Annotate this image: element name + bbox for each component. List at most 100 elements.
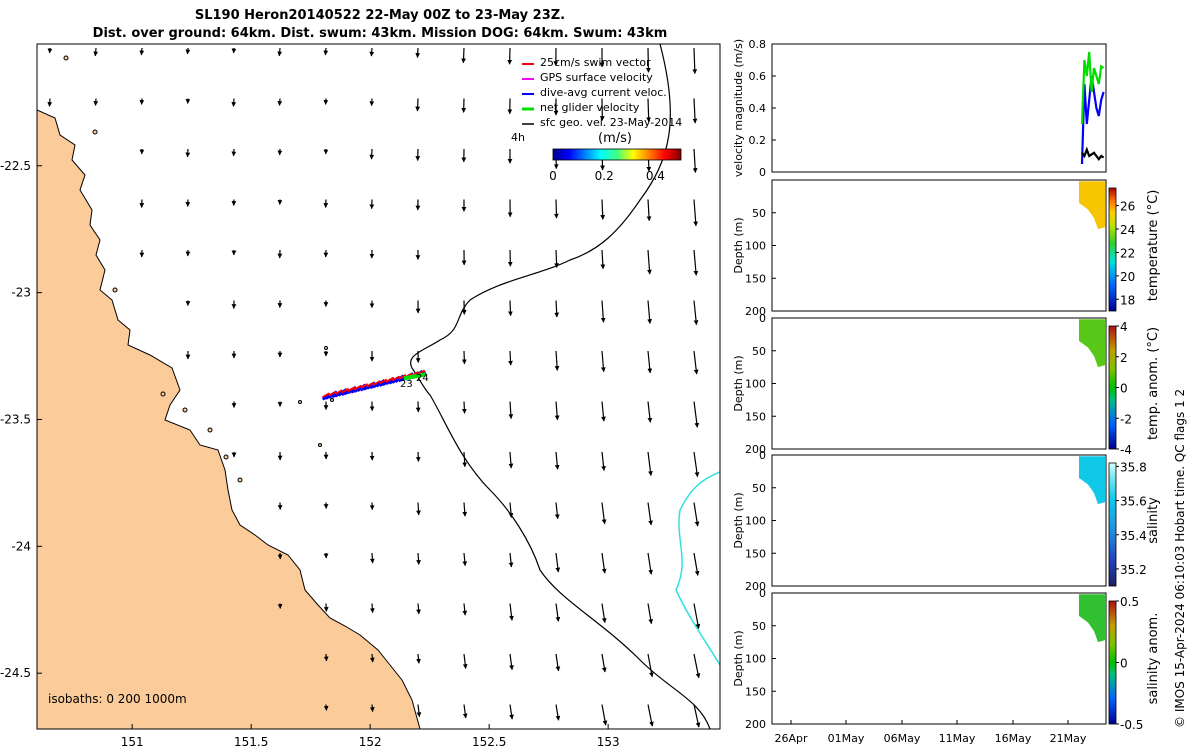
colorbar-label: temperature (°C) — [1146, 190, 1161, 302]
track-label-23: 23 — [400, 379, 413, 390]
map-ytick-label: -23 — [11, 286, 31, 300]
sfc-velocity-arrow — [509, 704, 514, 720]
depth-tick-label: 50 — [752, 207, 766, 220]
profile-panel-4: 0 50 100 150 200 Depth (m) -0.5 0 0.5 salinity an… — [732, 587, 1161, 745]
date-tick-label: 26Apr — [774, 732, 808, 745]
sfc-velocity-arrow — [277, 98, 283, 106]
swim-vector — [347, 386, 356, 392]
isobath-1000m — [675, 471, 720, 666]
sfc-velocity-arrow — [416, 704, 422, 718]
sfc-velocity-arrow — [508, 300, 513, 317]
swim-vector — [322, 392, 331, 399]
velocity-ticks: 0 0.2 0.4 0.6 0.8 — [749, 38, 776, 179]
sfc-velocity-arrow — [646, 199, 652, 222]
svg-text:net glider velocity: net glider velocity — [540, 101, 640, 114]
sfc-velocity-arrow — [509, 653, 514, 671]
velocity-series-line — [1081, 146, 1105, 162]
sfc-velocity-arrow — [462, 451, 468, 468]
sfc-velocity-arrow — [693, 350, 699, 375]
sfc-velocity-arrow — [139, 47, 145, 56]
sfc-velocity-arrow — [554, 300, 560, 318]
legend-net: net glider velocity — [522, 101, 640, 114]
isobath-200m — [409, 44, 711, 729]
sfc-velocity-arrow — [601, 653, 607, 673]
legend-gps: GPS surface velocity — [522, 71, 653, 84]
sfc-velocity-arrow — [416, 653, 421, 664]
sfc-velocity-arrow — [461, 47, 466, 64]
sfc-velocity-arrow — [416, 603, 421, 615]
svg-text:sfc geo. vel. 23-May-2014: sfc geo. vel. 23-May-2014 — [540, 116, 682, 129]
map-panel: 23 24 151 151.5 152 152.5 153 -22.5 -23 -23.5 -2… — [0, 43, 721, 749]
sfc-velocity-arrow — [693, 552, 700, 576]
sfc-velocity-arrow — [555, 653, 561, 672]
map-title-line1: SL190 Heron20140522 22-May 00Z to 23-May… — [194, 8, 566, 23]
depth-tick-label: 200 — [745, 580, 766, 593]
date-tick-label: 16May — [995, 732, 1032, 745]
sfc-velocity-arrow — [508, 401, 514, 420]
sfc-velocity-arrow — [647, 300, 652, 324]
sfc-velocity-arrow — [555, 603, 561, 622]
sfc-velocity-arrow — [601, 552, 607, 574]
swim-vector — [334, 389, 343, 396]
speed-colorbar-tick: 0.4 — [646, 169, 665, 183]
velocity-ytick-label: 0 — [759, 166, 766, 179]
swim-vector — [385, 377, 394, 383]
sfc-velocity-arrow — [646, 98, 652, 123]
depth-tick-label: 100 — [745, 240, 766, 253]
sfc-velocity-arrow — [369, 603, 375, 614]
sfc-velocity-arrow — [555, 704, 561, 721]
depth-tick-label: 100 — [745, 515, 766, 528]
sfc-velocity-arrow — [600, 350, 606, 373]
depth-tick-label: 150 — [745, 410, 766, 423]
sfc-velocity-arrow — [693, 451, 700, 478]
sfc-velocity-arrow — [93, 47, 99, 57]
sfc-velocity-arrow — [277, 47, 283, 57]
swim-vector — [328, 390, 337, 397]
speed-colorbar-ticks: 0 0.2 0.4 — [549, 169, 665, 183]
sfc-velocity-arrow — [647, 350, 653, 374]
depth-tick-label: 50 — [752, 482, 766, 495]
colorbar-label: temp. anom. (°C) — [1146, 327, 1161, 440]
sfc-velocity-arrow — [647, 704, 654, 727]
map-ytick-label: -24.5 — [0, 666, 31, 680]
colorbar-tick-label: 4 — [1120, 320, 1128, 334]
sfc-velocity-arrow — [647, 603, 654, 625]
sfc-velocity-arrow — [555, 552, 561, 573]
islands — [63, 55, 334, 483]
depth-tick-label: 200 — [745, 443, 766, 456]
sfc-velocity-arrow — [554, 502, 560, 520]
profile-frame — [771, 592, 1107, 725]
sfc-velocity-arrow — [601, 603, 607, 624]
date-tick-label: 11May — [939, 732, 976, 745]
sfc-velocity-arrow — [600, 300, 606, 323]
sfc-velocity-arrow — [323, 47, 329, 56]
sfc-velocity-arrow — [601, 704, 608, 726]
sfc-velocity-arrow — [461, 401, 467, 414]
swim-vector — [353, 384, 362, 391]
colorbar-tick-label: 0.5 — [1120, 595, 1139, 609]
sfc-velocity-arrow — [554, 249, 559, 269]
sfc-velocity-arrow — [231, 98, 237, 107]
sfc-velocity-arrow — [554, 451, 560, 470]
colorbar-tick-label: 20 — [1120, 270, 1135, 284]
colorbar-tick-label: 0 — [1120, 382, 1128, 396]
colorbar-tick-label: 26 — [1120, 200, 1135, 214]
sfc-velocity-arrow — [693, 249, 699, 276]
velocity-series — [1080, 51, 1105, 165]
profile-data-patch — [1079, 594, 1105, 643]
depth-tick-label: 0 — [759, 312, 766, 325]
sfc-velocity-arrow — [692, 98, 698, 124]
depth-tick-label: 150 — [745, 685, 766, 698]
depth-tick-label: 150 — [745, 547, 766, 560]
sfc-velocity-arrow — [647, 502, 653, 526]
depth-tick-label: 200 — [745, 718, 766, 731]
colorbar-tick-label: -4 — [1120, 443, 1132, 457]
depth-tick-label: 200 — [745, 305, 766, 318]
colorbar-tick-label: 35.6 — [1120, 495, 1147, 509]
track-label-24: 24 — [416, 373, 429, 384]
sfc-velocity-arrow — [508, 502, 514, 518]
colorbar-tick-label: 18 — [1120, 293, 1135, 307]
map-xtick-label: 151.5 — [234, 735, 268, 749]
depth-tick-label: 50 — [752, 345, 766, 358]
